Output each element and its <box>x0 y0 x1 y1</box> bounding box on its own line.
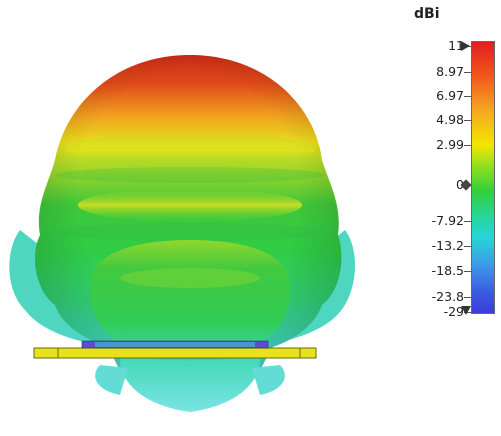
legend-tick-label: 11 <box>448 38 464 53</box>
radiation-pattern-3d[interactable] <box>0 0 380 436</box>
legend-tick-label: 8.97 <box>436 64 464 79</box>
front-lobe <box>89 240 291 357</box>
ridge-band-2 <box>78 188 302 222</box>
bottom-lobe <box>119 355 261 412</box>
legend-tick-mark <box>464 72 471 73</box>
legend-tick-mark <box>464 120 471 121</box>
legend-tick-label: 4.98 <box>436 112 464 127</box>
legend-tick-label: 2.99 <box>436 137 464 152</box>
legend-tick-mark <box>464 297 471 298</box>
ground-plate <box>33 347 317 359</box>
legend-tick-label: 0 <box>456 178 464 192</box>
legend-tick-label: 6.97 <box>436 88 464 103</box>
legend-tick-label: -13.2 <box>431 238 464 253</box>
legend-tick-mark <box>464 246 471 247</box>
legend-tick-label: -23.8 <box>431 289 464 304</box>
max-slider-arrow-icon[interactable] <box>461 41 470 51</box>
legend-tick-mark <box>464 221 471 222</box>
legend-tick-label: -18.5 <box>431 263 464 278</box>
min-slider-arrow-icon[interactable] <box>461 306 471 315</box>
colorbar <box>471 41 495 314</box>
legend-tick-label: -29 <box>443 304 464 319</box>
legend-tick-mark <box>464 145 471 146</box>
legend-tick-mark <box>464 96 471 97</box>
legend-tick-mark <box>464 271 471 272</box>
legend-tick-label: -7.92 <box>431 213 464 228</box>
color-legend: dBi 11 8.97 6.97 4.98 2.99 0 -7.92 -13.2 -18.5 -2… <box>395 0 501 436</box>
legend-unit-label: dBi <box>414 6 440 22</box>
ridge-band-1 <box>65 132 315 168</box>
